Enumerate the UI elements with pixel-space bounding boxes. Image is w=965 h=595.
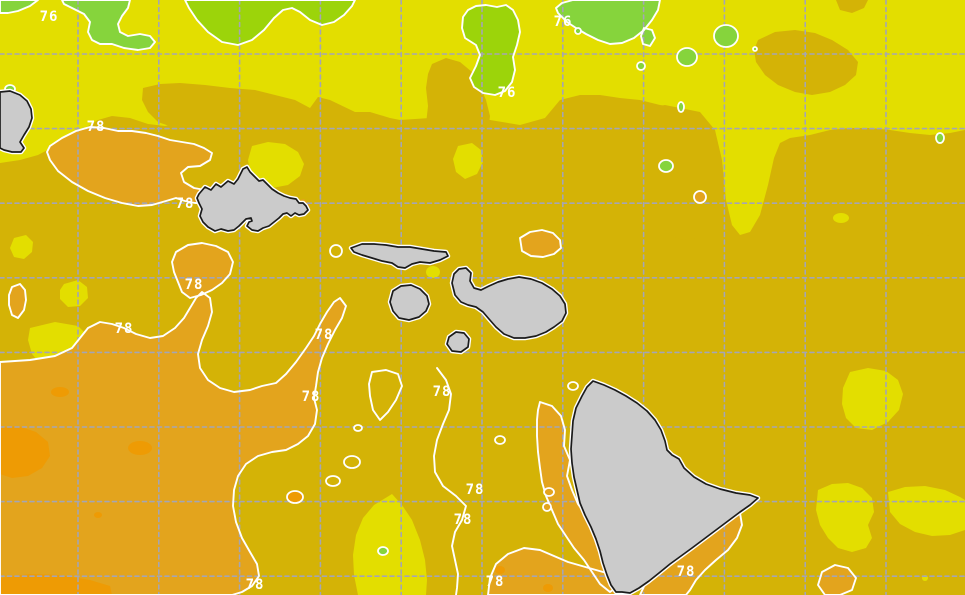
contour-label-78: 78	[185, 277, 204, 293]
fill-region-76-top-left	[62, 0, 155, 50]
contour-ring-cool-spot	[658, 159, 674, 173]
contour-label-78: 78	[246, 577, 265, 593]
contour-ring-cool-spot	[574, 27, 582, 35]
fill-deep-orange-left	[0, 426, 50, 478]
contour-label-78: 78	[677, 564, 696, 580]
contour-label-78: 78	[87, 119, 106, 135]
contour-label-78: 78	[433, 384, 452, 400]
contour-ring-cool-spot	[713, 24, 739, 48]
contour-78-region-78-bottom-right	[817, 564, 857, 595]
contour-ring-cool-spot	[377, 546, 389, 556]
island-kauai-partial	[0, 90, 33, 153]
contour-label-76: 76	[498, 85, 517, 101]
contour-78-region-78-left	[171, 242, 234, 299]
contour-label-78: 78	[302, 389, 321, 405]
contour-label-76: 76	[40, 9, 59, 25]
contour-ring-warm-spot	[693, 190, 707, 204]
contour-ring	[353, 424, 363, 432]
fill-deep-orange-dot	[128, 441, 152, 455]
island-lanai	[389, 284, 430, 321]
contour-ring	[343, 455, 361, 469]
contour-label-78: 78	[466, 482, 485, 498]
contour-label-78: 78	[315, 327, 334, 343]
fill-gold-patch-east	[642, 105, 712, 240]
contour-ring-cool-spot	[676, 47, 698, 67]
fill-region-78-bottom-right	[818, 565, 856, 595]
fill-yellow-patch-east-of-hawaii	[816, 483, 874, 552]
island-maui	[451, 267, 567, 339]
contour-78-region-78-upper-left	[46, 126, 213, 207]
island-hawaii-big-island	[570, 380, 759, 594]
fill-region-76-top-lobe	[462, 5, 520, 95]
fill-region-78-left-edge	[9, 284, 26, 318]
fill-gold-patch-upper-left	[142, 83, 320, 150]
contour-78-region-78-north-of-molokai	[519, 229, 562, 258]
fill-region-78-left	[172, 243, 233, 298]
fill-yellow-patch	[453, 143, 483, 179]
contour-76-region-76-top-east	[555, 0, 661, 45]
fill-yellow-patch-se-corner	[888, 486, 965, 536]
fill-yellow-patch-bottom-center	[353, 494, 427, 595]
fill-yellow-patch	[248, 142, 304, 188]
fill-yellow-dot	[426, 266, 440, 278]
fill-region-78-upper-left	[47, 127, 212, 206]
fill-yellow-dot	[833, 213, 849, 223]
fill-region-78-bottom-left	[0, 292, 346, 595]
contour-label-78: 78	[454, 512, 473, 528]
contour-76-region-76-top-lobe	[461, 4, 521, 96]
contour-78-line-center-south	[433, 367, 467, 595]
contour-ring-gold-wedge	[368, 369, 403, 421]
contour-76-region-76-top-left-corner	[0, 0, 39, 14]
fill-deep-orange-dot	[543, 584, 553, 592]
contour-label-76: 76	[554, 14, 573, 30]
contour-ring	[543, 487, 555, 497]
contour-label-78: 78	[486, 574, 505, 590]
island-kahoolawe	[446, 331, 470, 353]
contour-76-region-76-top-west	[184, 0, 356, 46]
fill-deep-orange-dot	[94, 512, 102, 518]
contour-76-region-76-top-left	[61, 0, 156, 51]
contour-ring-cool-spot	[752, 46, 758, 52]
fill-region-78-north-of-molokai	[520, 230, 561, 257]
contour-ring	[286, 490, 304, 504]
fill-yellow-patch	[10, 235, 33, 259]
contour-ring-cool-spot	[677, 101, 685, 113]
fill-deep-orange-dot	[495, 566, 505, 574]
contour-ring	[494, 435, 506, 445]
contour-78-region-78-bottom-left	[0, 291, 347, 595]
contour-ring	[567, 381, 579, 391]
contour-ring	[542, 502, 552, 512]
contour-ring-cool-spot	[935, 132, 945, 144]
fill-region-76-top-east	[556, 0, 660, 44]
contour-ring	[325, 475, 341, 487]
fill-gold-patch-top-edge	[836, 0, 868, 13]
contour-label-78: 78	[115, 321, 134, 337]
fill-yellow-patch-east	[842, 368, 903, 430]
fill-deep-orange-dot	[51, 387, 69, 397]
fill-region-78-south-of-hawaii	[488, 548, 630, 595]
fill-region-76-top-left-corner	[0, 0, 38, 13]
contour-ring-cool-spot	[636, 61, 646, 71]
fill-region-76-finger	[641, 28, 655, 46]
island-molokai	[350, 243, 449, 269]
contour-78-region-78-left-edge	[8, 283, 27, 319]
fill-deep-orange-bottom	[0, 574, 112, 595]
contour-76-region-76-finger	[640, 27, 656, 47]
fill-yellow-patch	[60, 280, 88, 307]
fill-gold-patch-far-ne	[783, 132, 965, 240]
island-oahu	[196, 166, 309, 232]
contour-ring	[329, 244, 343, 258]
contour-label-78: 78	[176, 196, 195, 212]
